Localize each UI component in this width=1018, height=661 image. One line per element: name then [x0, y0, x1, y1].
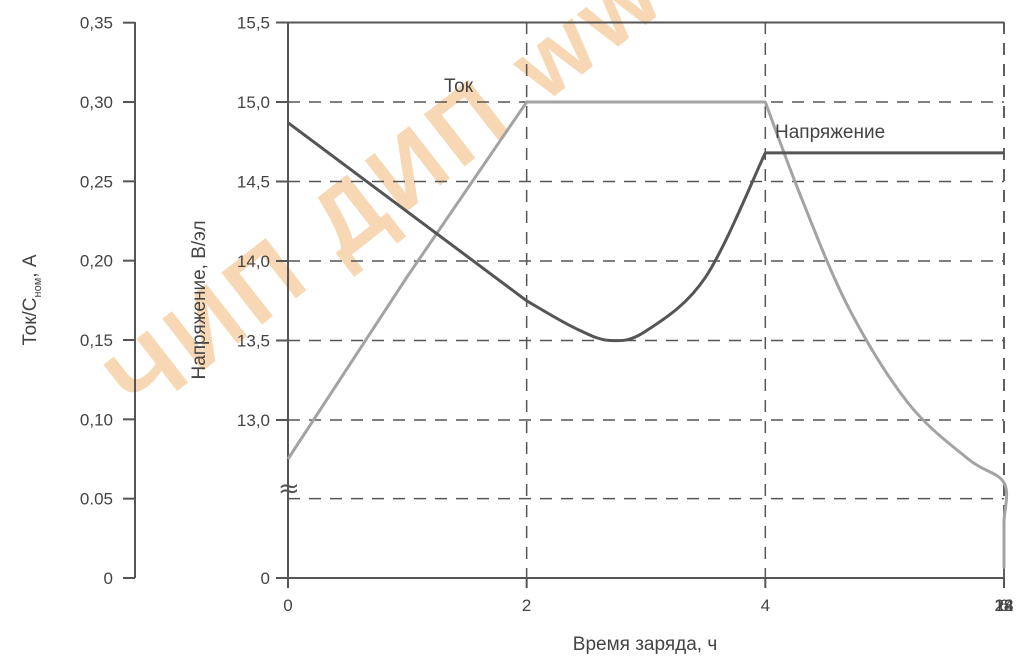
voltage-tick-label: 0 [261, 569, 270, 588]
voltage-tick-label: 13,5 [237, 332, 270, 351]
voltage-axis-ticks: 15,5 15,0 14,5 14,0 13,5 13,0 0 [237, 14, 288, 588]
x-tick-label: 4 [761, 596, 770, 615]
x-tick-label: 12 [995, 596, 1014, 615]
series-current-line [286, 100, 1009, 569]
current-axis-label-sub: ном [32, 278, 44, 298]
current-tick-label: 0,30 [80, 93, 113, 112]
grid [288, 21, 1005, 578]
voltage-axis-label: Напряжение, В/эл [189, 220, 210, 379]
current-axis-label-tail: , А [20, 254, 41, 278]
current-tick-label: 0,15 [80, 331, 113, 350]
watermark: ЧИП ДИП www.chipdip.ru [87, 0, 1018, 437]
axis-break-mark: ≈ [278, 474, 300, 504]
x-tick-label: 6 [999, 596, 1008, 615]
series-label-current: Ток [444, 76, 474, 97]
current-axis-ticks: 0,35 0,30 0,25 0,20 0,15 0,10 0.05 0 [80, 14, 135, 588]
x-tick-label: 0 [283, 596, 292, 615]
voltage-tick-label: 13,0 [237, 411, 270, 430]
x-tick-label: 2 [522, 596, 531, 615]
voltage-tick-label: 15,5 [237, 14, 270, 33]
current-tick-label: 0.05 [80, 490, 113, 509]
current-axis-label: Ток/Сном, А [20, 254, 44, 345]
current-axis-label-main: Ток/С [20, 297, 41, 345]
voltage-tick-label: 14,0 [237, 252, 270, 271]
x-tick-label: 24 [995, 596, 1014, 615]
current-tick-label: 0 [104, 569, 113, 588]
current-tick-label: 0,25 [80, 172, 113, 191]
x-tick-label: 18 [995, 596, 1014, 615]
current-tick-label: 0,10 [80, 410, 113, 429]
watermark-text: ЧИП ДИП www.chipdip.ru [87, 0, 1018, 437]
voltage-tick-label: 14,5 [237, 173, 270, 192]
series-group [286, 100, 1009, 569]
current-tick-label: 0,20 [80, 252, 113, 271]
series-label-voltage: Напряжение [775, 122, 885, 143]
voltage-tick-label: 15,0 [237, 93, 270, 112]
series-voltage-line [287, 121, 1004, 343]
x-axis-label: Время заряда, ч [573, 634, 717, 655]
current-tick-label: 0,35 [80, 14, 113, 33]
